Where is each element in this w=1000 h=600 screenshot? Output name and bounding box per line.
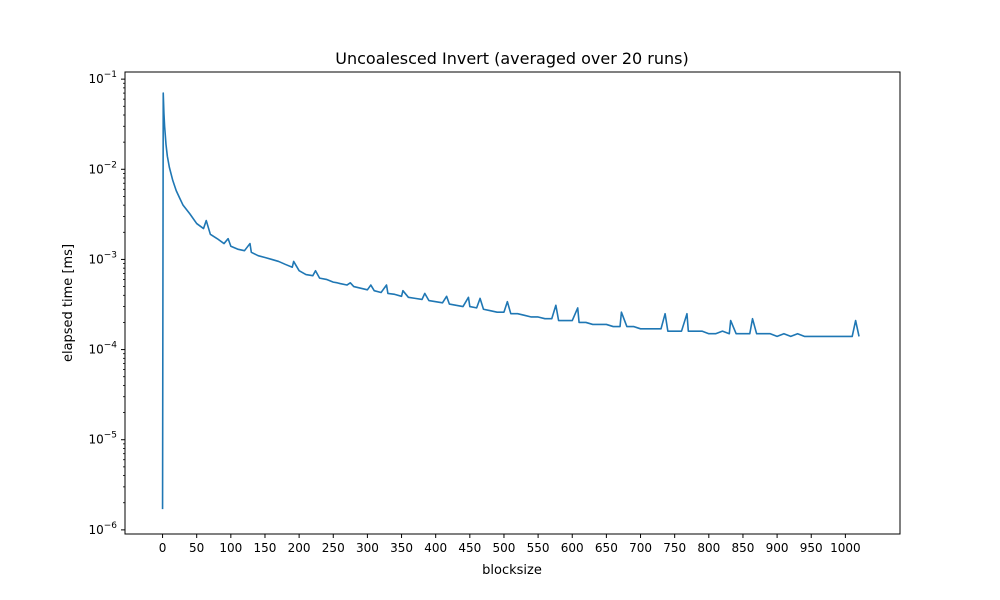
series-line-0: [161, 92, 860, 510]
x-tick-label: 750: [663, 541, 686, 555]
x-tick-label: 50: [189, 541, 204, 555]
x-tick-label: 650: [595, 541, 618, 555]
x-tick-label: 0: [159, 541, 167, 555]
x-tick-label: 950: [800, 541, 823, 555]
x-tick-label: 200: [288, 541, 311, 555]
x-tick-label: 500: [493, 541, 516, 555]
x-tick-label: 700: [629, 541, 652, 555]
y-tick-label: 10−6: [88, 521, 117, 537]
plot-area: [161, 92, 860, 510]
y-tick-label: 10−1: [88, 70, 117, 86]
x-tick-label: 100: [219, 541, 242, 555]
y-tick-exponent: −6: [104, 521, 118, 531]
x-tick-label: 900: [766, 541, 789, 555]
y-tick-base: 10: [88, 343, 103, 357]
y-tick-base: 10: [88, 433, 103, 447]
y-tick-base: 10: [88, 72, 103, 86]
y-tick-base: 10: [88, 252, 103, 266]
x-axis-label: blocksize: [482, 563, 542, 578]
plot-frame: [124, 71, 901, 535]
x-tick-label: 150: [254, 541, 277, 555]
y-tick-label: 10−4: [88, 341, 117, 357]
x-tick-label: 850: [731, 541, 754, 555]
y-tick-base: 10: [88, 162, 103, 176]
x-tick-label: 350: [390, 541, 413, 555]
y-tick-exponent: −5: [104, 431, 117, 441]
x-tick-label: 800: [697, 541, 720, 555]
y-tick-base: 10: [88, 523, 103, 537]
y-tick-label: 10−2: [88, 160, 117, 176]
x-tick-label: 400: [424, 541, 447, 555]
y-axis-label: elapsed time [ms]: [61, 244, 76, 362]
x-tick-label: 300: [356, 541, 379, 555]
y-tick-exponent: −4: [104, 341, 118, 351]
x-tick-label: 450: [458, 541, 481, 555]
y-tick-label: 10−3: [88, 250, 117, 266]
x-tick-label: 550: [527, 541, 550, 555]
x-tick-label: 1000: [830, 541, 861, 555]
y-tick-exponent: −3: [104, 250, 117, 260]
y-tick-label: 10−5: [88, 431, 117, 447]
x-tick-label: 250: [322, 541, 345, 555]
y-tick-exponent: −2: [104, 160, 117, 170]
chart-title: Uncoalesced Invert (averaged over 20 run…: [335, 49, 689, 68]
y-tick-exponent: −1: [104, 70, 117, 80]
x-tick-label: 600: [561, 541, 584, 555]
